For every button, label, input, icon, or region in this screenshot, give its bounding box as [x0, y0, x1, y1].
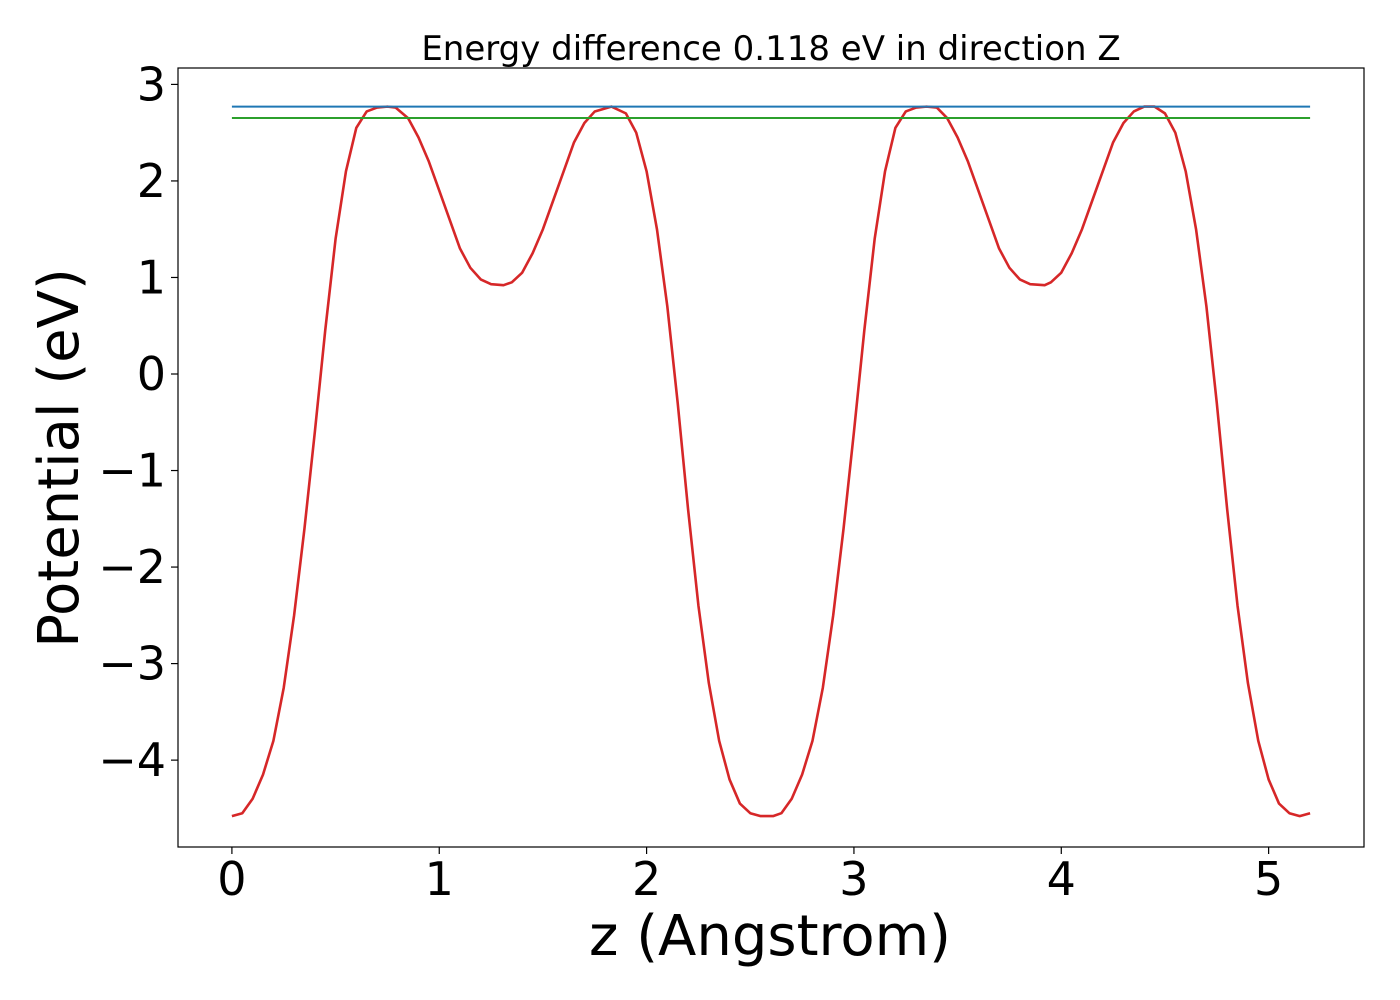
x-axis: 0 1 2 3 4 5 [217, 847, 1283, 906]
x-tick-label: 4 [1047, 852, 1076, 906]
y-tick-label: −4 [98, 733, 166, 787]
y-tick-label: 2 [137, 154, 166, 208]
series-line-0 [231, 105, 1311, 818]
y-axis-label: Potential (eV) [27, 268, 92, 648]
chart-title: Energy difference 0.118 eV in direction … [421, 29, 1120, 69]
x-axis-label: z (Angstrom) [589, 904, 951, 969]
y-tick-label: 3 [137, 57, 166, 111]
x-tick-label: 3 [839, 852, 868, 906]
x-tick-label: 1 [425, 852, 454, 906]
y-tick-label: −2 [98, 540, 166, 594]
y-axis: 3 2 1 0 −1 −2 −3 −4 [98, 57, 178, 787]
y-tick-label: 1 [137, 250, 166, 304]
plot-frame [177, 67, 1365, 848]
y-tick-label: 0 [137, 347, 166, 401]
series-layer [231, 105, 1311, 818]
x-tick-label: 0 [217, 852, 246, 906]
x-tick-label: 2 [632, 852, 661, 906]
x-tick-label: 5 [1254, 852, 1283, 906]
y-tick-label: −3 [98, 637, 166, 691]
y-tick-label: −1 [98, 444, 166, 498]
